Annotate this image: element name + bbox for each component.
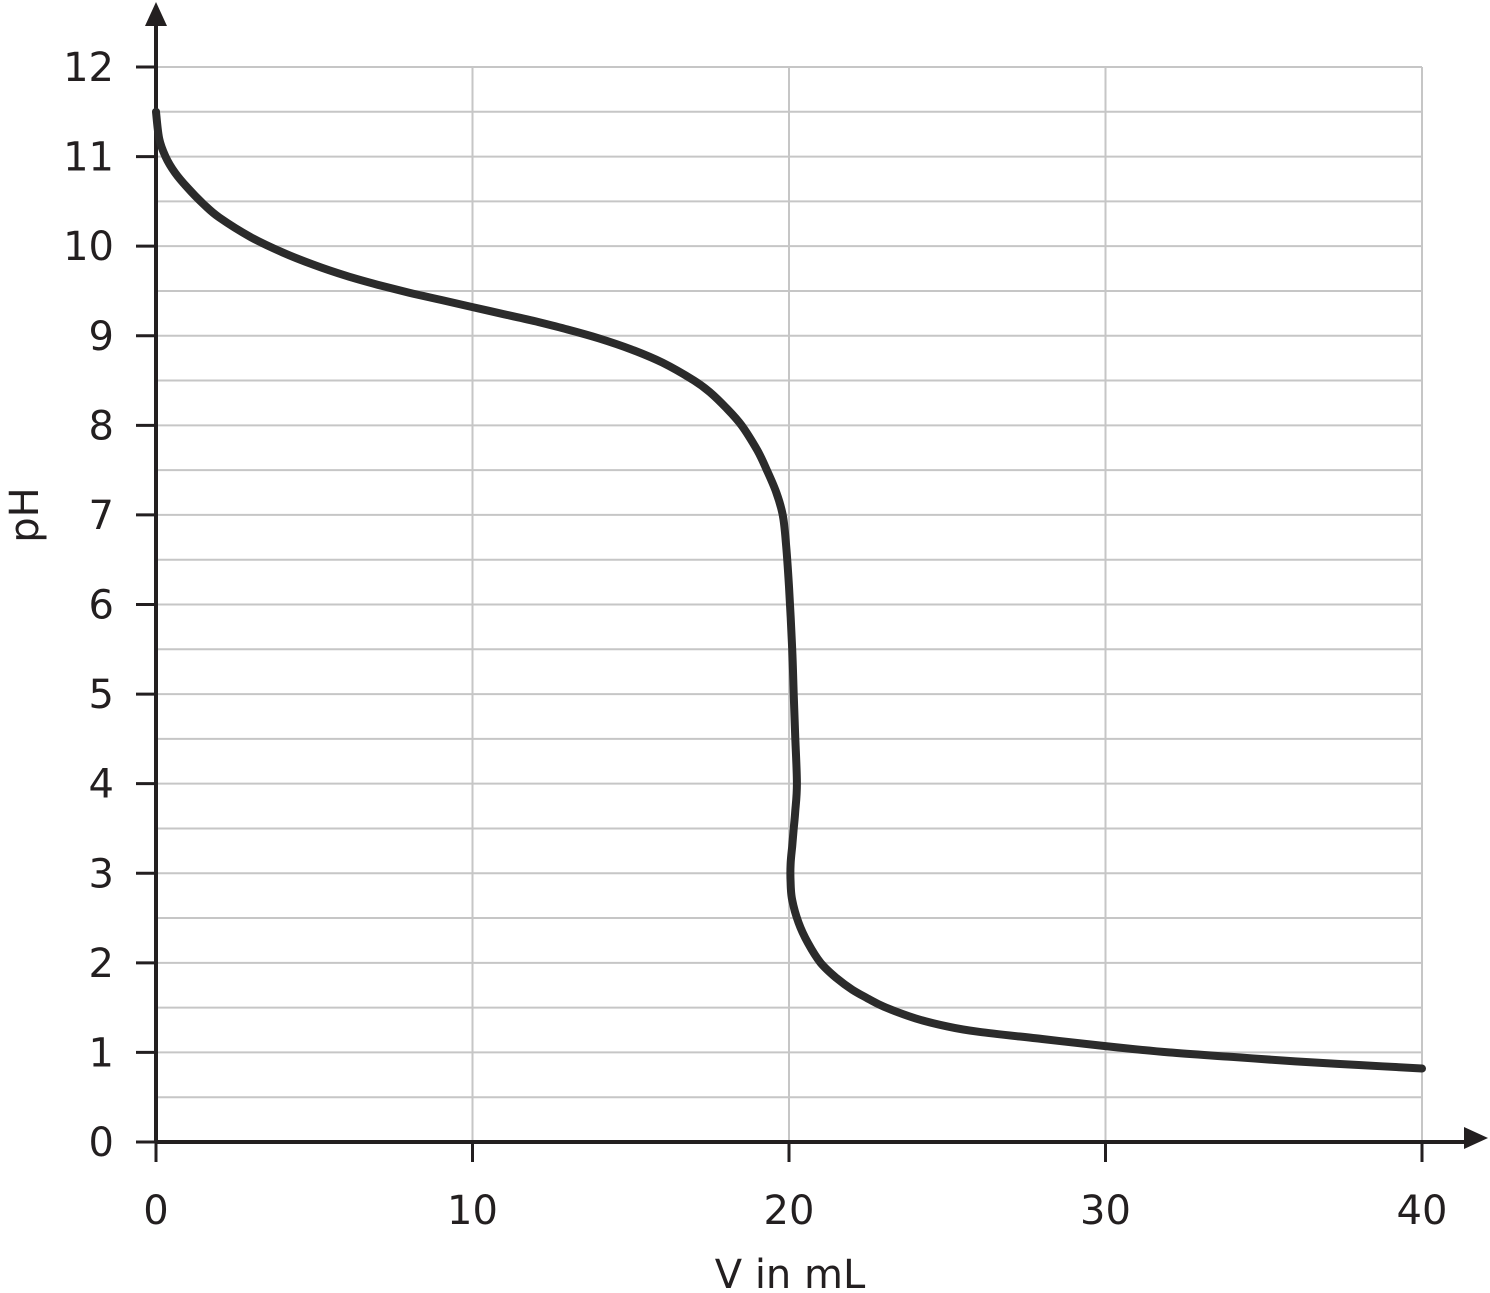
y-tick-label: 7 — [89, 493, 114, 539]
y-tick-label: 4 — [89, 762, 114, 808]
x-tick-label: 20 — [764, 1188, 815, 1234]
x-axis-arrow — [1464, 1127, 1488, 1149]
titration-curve — [152, 107, 1426, 1073]
y-tick-label: 0 — [89, 1120, 114, 1166]
y-tick-label: 11 — [63, 135, 114, 181]
y-tick-label: 12 — [63, 45, 114, 91]
y-tick-label: 1 — [89, 1030, 114, 1076]
x-tick-label: 30 — [1080, 1188, 1131, 1234]
y-tick-label: 9 — [89, 314, 114, 360]
axes — [145, 2, 1488, 1149]
y-tick-label: 6 — [89, 583, 114, 629]
x-tick-label: 40 — [1397, 1188, 1448, 1234]
y-tick-label: 2 — [89, 941, 114, 987]
x-tick-label: 10 — [447, 1188, 498, 1234]
y-axis-title: pH — [2, 487, 48, 542]
y-tick-label: 8 — [89, 403, 114, 449]
y-tick-label: 5 — [89, 672, 114, 718]
x-tick-label: 0 — [143, 1188, 168, 1234]
y-tick-label: 3 — [89, 851, 114, 897]
y-axis-arrow — [145, 2, 167, 26]
y-tick-label: 10 — [63, 224, 114, 270]
ticks — [136, 65, 1424, 1162]
x-axis-title: V in mL — [715, 1252, 866, 1293]
